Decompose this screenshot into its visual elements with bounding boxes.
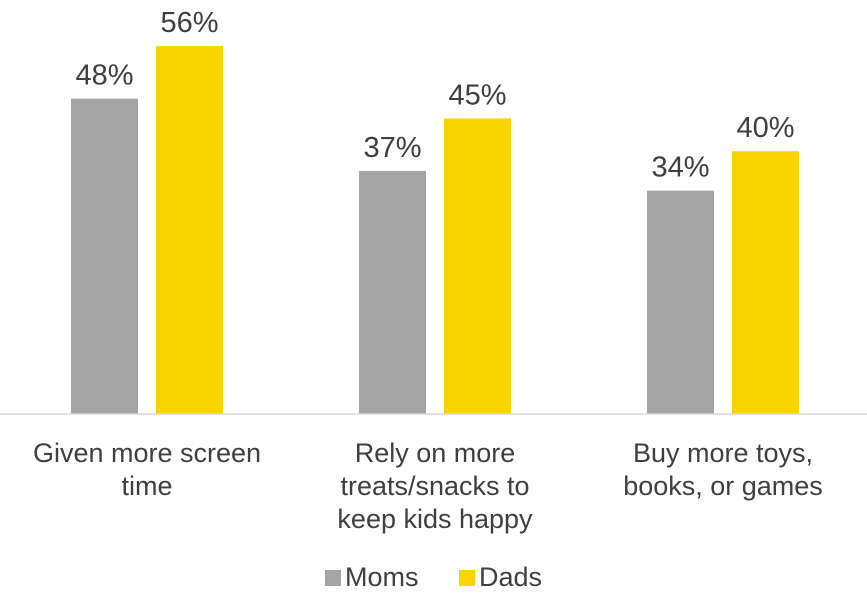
bar-moms-2	[647, 190, 714, 414]
data-label-dads-0: 56%	[160, 7, 218, 39]
data-label-dads-2: 40%	[736, 112, 794, 144]
data-labels-layer: 48% 56% 37% 45% 34% 40%	[75, 7, 794, 184]
data-label-moms-0: 48%	[75, 60, 133, 92]
legend-swatch-dads	[459, 570, 475, 586]
category-label-1: Rely on more treats/snacks to keep kids ha…	[337, 438, 533, 534]
data-label-moms-2: 34%	[651, 152, 709, 184]
legend-swatch-moms	[325, 570, 341, 586]
bar-dads-2	[732, 151, 799, 414]
legend-label-dads: Dads	[479, 562, 542, 592]
bars-layer	[71, 46, 799, 415]
category-labels-layer: Given more screen time Rely on more treats/…	[33, 438, 823, 534]
legend: Moms Dads	[325, 562, 542, 592]
bar-dads-1	[444, 118, 511, 414]
data-label-dads-1: 45%	[448, 79, 506, 111]
bar-dads-0	[156, 46, 223, 415]
category-label-2: Buy more toys, books, or games	[623, 438, 823, 501]
category-label-0: Given more screen time	[33, 438, 261, 501]
bar-moms-0	[71, 98, 138, 414]
bar-moms-1	[359, 170, 426, 414]
legend-label-moms: Moms	[345, 562, 419, 592]
data-label-moms-1: 37%	[363, 132, 421, 164]
